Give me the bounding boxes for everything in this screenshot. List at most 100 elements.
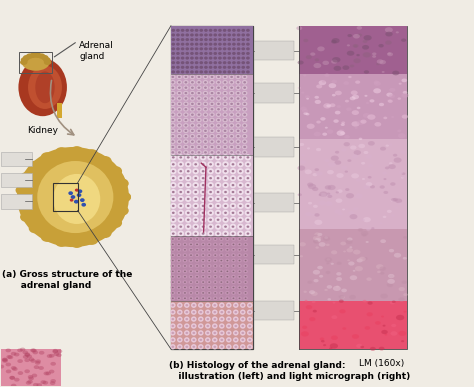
Ellipse shape [358, 228, 363, 232]
Ellipse shape [177, 323, 182, 329]
Ellipse shape [245, 238, 246, 240]
Ellipse shape [232, 191, 235, 193]
Ellipse shape [176, 253, 181, 257]
Ellipse shape [300, 160, 306, 164]
Bar [57, 103, 62, 118]
Ellipse shape [248, 304, 251, 307]
Ellipse shape [190, 86, 195, 90]
Ellipse shape [190, 96, 195, 101]
Ellipse shape [181, 43, 184, 46]
Ellipse shape [172, 156, 175, 159]
Ellipse shape [176, 80, 182, 85]
Ellipse shape [172, 238, 174, 240]
Ellipse shape [198, 344, 204, 349]
Ellipse shape [178, 92, 181, 94]
Ellipse shape [246, 233, 249, 235]
Ellipse shape [232, 57, 236, 60]
Ellipse shape [303, 112, 308, 115]
Ellipse shape [230, 231, 236, 237]
Ellipse shape [208, 271, 210, 272]
Ellipse shape [182, 280, 187, 284]
Ellipse shape [183, 86, 189, 90]
Ellipse shape [18, 58, 67, 116]
Ellipse shape [189, 237, 193, 241]
Ellipse shape [243, 87, 246, 89]
Ellipse shape [209, 70, 212, 74]
Ellipse shape [184, 244, 186, 245]
Ellipse shape [380, 272, 384, 275]
Ellipse shape [20, 60, 27, 65]
Ellipse shape [245, 231, 251, 237]
Ellipse shape [376, 264, 383, 269]
Ellipse shape [313, 63, 321, 68]
Ellipse shape [315, 247, 319, 249]
Ellipse shape [246, 70, 250, 74]
Ellipse shape [184, 140, 187, 143]
Ellipse shape [219, 291, 224, 295]
Ellipse shape [176, 264, 181, 268]
Ellipse shape [331, 315, 337, 319]
Ellipse shape [233, 276, 235, 277]
Ellipse shape [11, 366, 17, 370]
Ellipse shape [172, 92, 174, 94]
Ellipse shape [196, 139, 202, 144]
Ellipse shape [201, 269, 205, 273]
Ellipse shape [172, 292, 174, 294]
Ellipse shape [191, 113, 194, 116]
Ellipse shape [230, 182, 236, 188]
Ellipse shape [43, 57, 51, 63]
Ellipse shape [356, 178, 361, 182]
Ellipse shape [216, 107, 221, 111]
Ellipse shape [21, 57, 28, 63]
Text: LM (160x): LM (160x) [359, 359, 404, 368]
Ellipse shape [209, 156, 212, 159]
Ellipse shape [215, 203, 221, 209]
Ellipse shape [208, 254, 210, 256]
Ellipse shape [356, 344, 363, 348]
Ellipse shape [209, 86, 215, 90]
Ellipse shape [218, 33, 222, 36]
Ellipse shape [207, 217, 214, 223]
Ellipse shape [204, 87, 207, 89]
Ellipse shape [53, 349, 58, 353]
Ellipse shape [216, 139, 221, 144]
Ellipse shape [207, 296, 211, 300]
Ellipse shape [223, 29, 227, 32]
Ellipse shape [176, 150, 182, 155]
Ellipse shape [172, 29, 175, 32]
Ellipse shape [191, 146, 194, 148]
Ellipse shape [171, 253, 175, 257]
Ellipse shape [355, 266, 363, 271]
Ellipse shape [380, 147, 386, 151]
Ellipse shape [198, 87, 201, 89]
Ellipse shape [237, 81, 239, 84]
Ellipse shape [230, 203, 236, 209]
Ellipse shape [194, 219, 197, 221]
Ellipse shape [237, 168, 244, 174]
Ellipse shape [200, 70, 203, 74]
Ellipse shape [233, 254, 235, 256]
Ellipse shape [207, 259, 211, 262]
Ellipse shape [185, 29, 189, 32]
Ellipse shape [209, 75, 215, 79]
Ellipse shape [241, 52, 245, 55]
Ellipse shape [228, 61, 231, 64]
Ellipse shape [219, 330, 225, 336]
Ellipse shape [213, 318, 216, 320]
Ellipse shape [240, 337, 246, 342]
Ellipse shape [386, 92, 393, 97]
Ellipse shape [184, 146, 187, 148]
Ellipse shape [242, 128, 247, 133]
Ellipse shape [178, 254, 180, 256]
Ellipse shape [325, 185, 331, 190]
Ellipse shape [203, 118, 208, 122]
Ellipse shape [219, 259, 224, 262]
Ellipse shape [214, 249, 216, 250]
Ellipse shape [224, 108, 227, 110]
Ellipse shape [219, 264, 224, 268]
Ellipse shape [183, 139, 189, 144]
Ellipse shape [206, 325, 209, 327]
Ellipse shape [176, 57, 180, 60]
Bar [254, 84, 293, 103]
Ellipse shape [6, 370, 11, 373]
